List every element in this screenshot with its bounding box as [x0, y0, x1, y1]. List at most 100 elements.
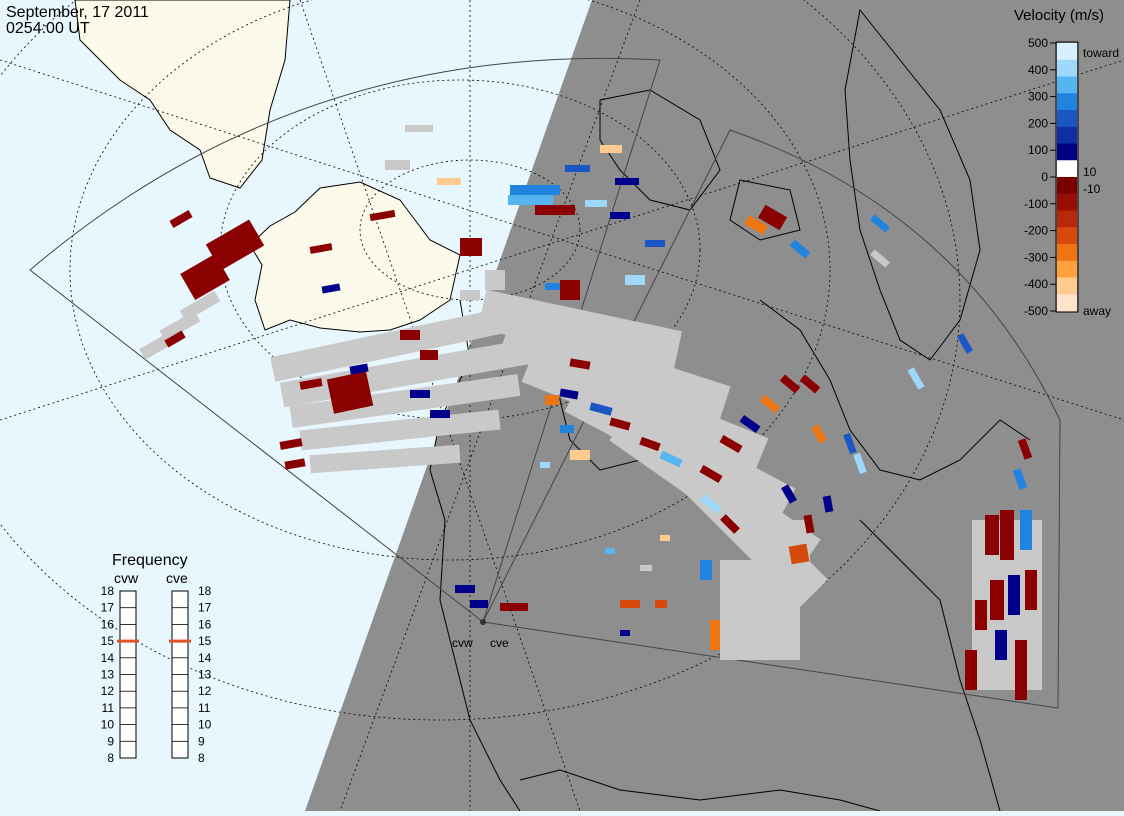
backscatter-cell — [1012, 468, 1028, 490]
backscatter-cell — [659, 450, 683, 468]
meridian-3 — [339, 0, 641, 812]
velocity-away-label: away — [1083, 304, 1111, 318]
backscatter-cell — [478, 289, 682, 371]
velocity-tick-label: -100 — [1024, 197, 1048, 211]
backscatter-cell — [585, 200, 607, 207]
velocity-tick-label: 100 — [1028, 143, 1048, 157]
frequency-level-label: 11 — [198, 701, 211, 715]
frequency-level-label: 8 — [107, 751, 114, 765]
backscatter-cell — [985, 515, 999, 555]
coastline-greenland — [844, 8, 981, 361]
frequency-level-label: 15 — [101, 634, 115, 648]
backscatter-cell — [789, 239, 811, 259]
backscatter-cell — [309, 243, 333, 254]
frequency-level-label: 18 — [198, 584, 212, 598]
backscatter-cell — [1000, 510, 1014, 560]
velocity-tick-label: -200 — [1024, 224, 1048, 238]
backscatter-cell — [1020, 510, 1032, 550]
backscatter-cell — [589, 402, 613, 416]
frequency-level-label: 17 — [198, 601, 212, 615]
backscatter-cell — [779, 374, 801, 394]
velocity-colorbar-segment — [1057, 260, 1077, 278]
backscatter-cell — [609, 417, 631, 431]
backscatter-cell — [1025, 570, 1037, 610]
backscatter-cell — [620, 630, 630, 636]
backscatter-cell — [500, 603, 528, 611]
backscatter-cell — [309, 444, 461, 474]
backscatter-cell — [279, 438, 303, 450]
backscatter-cell — [781, 484, 797, 504]
backscatter-cell — [299, 378, 323, 390]
backscatter-cell — [560, 425, 574, 433]
backscatter-cell — [1015, 640, 1027, 670]
velocity-toward-label: toward — [1083, 46, 1119, 60]
backscatter-cell — [189, 272, 223, 298]
backscatter-cell — [822, 495, 834, 513]
frequency-level-label: 10 — [198, 718, 212, 732]
frequency-level-label: 8 — [198, 751, 205, 765]
frequency-level-label: 18 — [101, 584, 115, 598]
velocity-tick-label: -500 — [1024, 304, 1048, 318]
velocity-colorbar-segment — [1057, 126, 1077, 144]
frequency-level-label: 11 — [102, 701, 115, 715]
frequency-level-label: 16 — [101, 617, 115, 631]
frequency-level-label: 17 — [101, 601, 115, 615]
backscatter-cell — [757, 204, 788, 231]
velocity-tick-label: 200 — [1028, 116, 1048, 130]
radar-site-marker — [480, 619, 486, 625]
backscatter-cell — [620, 600, 640, 608]
backscatter-cell — [485, 270, 505, 290]
backscatter-cell — [499, 315, 731, 425]
cve-fov-outline — [482, 129, 1061, 709]
backscatter-cell — [965, 650, 977, 690]
backscatter-cell — [565, 165, 590, 172]
backscatter-cell — [640, 565, 652, 571]
backscatter-cell — [610, 212, 630, 219]
frequency-level-label: 10 — [101, 718, 115, 732]
backscatter-cell — [625, 275, 645, 285]
backscatter-cell — [385, 160, 410, 170]
frequency-level-label: 16 — [198, 617, 212, 631]
backscatter-cell — [907, 367, 925, 390]
backscatter-cell — [169, 210, 193, 228]
backscatter-cell — [270, 303, 530, 382]
velocity-colorbar-segment — [1057, 177, 1077, 195]
backscatter-cell — [700, 493, 722, 515]
backscatter-cells — [139, 125, 1042, 700]
backscatter-cell — [990, 580, 1004, 620]
backscatter-cell — [369, 209, 396, 222]
frequency-level-label: 12 — [101, 684, 115, 698]
velocity-colorbar-segment — [1057, 244, 1077, 262]
backscatter-cell — [660, 535, 670, 541]
backscatter-cell — [1017, 438, 1033, 460]
backscatter-cell — [811, 424, 827, 444]
radar-sites: cvw cve — [452, 619, 509, 650]
backscatter-cell — [699, 465, 723, 483]
velocity-colorbar-segment — [1057, 59, 1077, 77]
velocity-colorbar-segment — [1057, 143, 1077, 161]
velocity-tick-label: 300 — [1028, 90, 1048, 104]
velocity-tick-label: 0 — [1041, 170, 1048, 184]
velocity-threshold-pos: 10 — [1083, 165, 1097, 179]
plot-title: September, 17 2011 0254:00 UT — [6, 4, 149, 37]
backscatter-cell — [535, 205, 575, 215]
backscatter-cell — [470, 600, 488, 608]
meridian-5 — [0, 59, 1124, 421]
backscatter-cell — [326, 371, 374, 414]
backscatter-cell — [788, 543, 810, 565]
backscatter-cell — [655, 600, 667, 608]
backscatter-cell — [803, 514, 815, 534]
backscatter-cell — [639, 436, 661, 452]
backscatter-cell — [1015, 670, 1027, 700]
backscatter-cell — [719, 435, 743, 453]
coastline-gulf — [519, 769, 881, 812]
backscatter-cell — [853, 452, 867, 475]
frequency-level-label: 15 — [198, 634, 212, 648]
backscatter-cell — [299, 409, 501, 451]
backscatter-cell — [437, 178, 461, 185]
backscatter-cell — [455, 585, 475, 593]
cvw-fov-outline — [29, 57, 661, 623]
velocity-legend: Velocity (m/s) toward away 10 -10 500 400… — [1014, 7, 1119, 318]
velocity-colorbar-segment — [1057, 294, 1077, 312]
siberia-landmass — [74, 0, 291, 189]
